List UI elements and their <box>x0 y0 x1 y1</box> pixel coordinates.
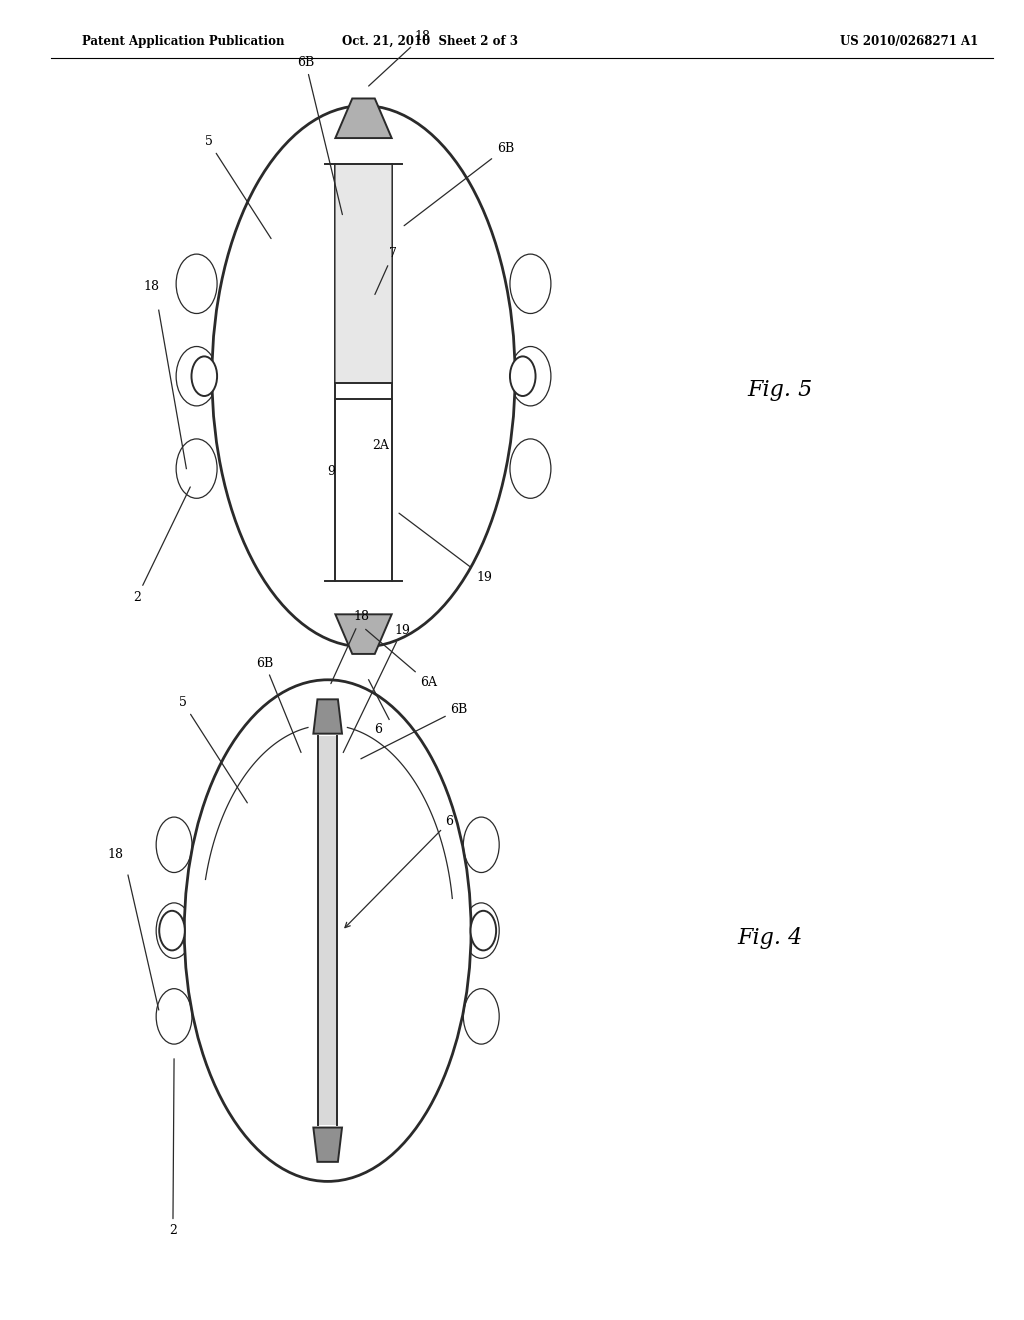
Text: 6B: 6B <box>297 55 342 215</box>
Text: 2: 2 <box>169 1059 177 1237</box>
Text: 6B: 6B <box>256 656 301 752</box>
Ellipse shape <box>463 903 500 958</box>
Text: 6: 6 <box>345 814 454 928</box>
Ellipse shape <box>176 438 217 499</box>
Ellipse shape <box>156 817 193 873</box>
Ellipse shape <box>510 438 551 499</box>
Ellipse shape <box>176 346 217 407</box>
Ellipse shape <box>184 680 471 1181</box>
Text: 2: 2 <box>133 487 190 603</box>
Text: Patent Application Publication: Patent Application Publication <box>82 34 285 48</box>
Ellipse shape <box>191 356 217 396</box>
Ellipse shape <box>212 106 515 647</box>
Ellipse shape <box>156 989 193 1044</box>
Text: 19: 19 <box>343 623 411 752</box>
Polygon shape <box>335 165 391 383</box>
Text: Oct. 21, 2010  Sheet 2 of 3: Oct. 21, 2010 Sheet 2 of 3 <box>342 34 518 48</box>
Text: 6B: 6B <box>404 141 514 226</box>
Text: 2A: 2A <box>372 438 388 451</box>
Ellipse shape <box>510 346 551 407</box>
Text: US 2010/0268271 A1: US 2010/0268271 A1 <box>840 34 978 48</box>
Text: 18: 18 <box>143 280 160 293</box>
Text: 7: 7 <box>375 247 397 294</box>
Ellipse shape <box>471 911 497 950</box>
Text: 5: 5 <box>205 135 271 239</box>
Text: 6B: 6B <box>360 702 468 759</box>
Text: 18: 18 <box>108 847 124 861</box>
Ellipse shape <box>176 255 217 314</box>
Ellipse shape <box>463 817 500 873</box>
Ellipse shape <box>463 989 500 1044</box>
Text: 5: 5 <box>179 696 248 803</box>
Ellipse shape <box>159 911 184 950</box>
Text: 18: 18 <box>331 610 370 684</box>
Text: 6: 6 <box>374 722 382 735</box>
Text: 19: 19 <box>399 513 493 583</box>
Polygon shape <box>335 99 391 139</box>
Text: 18: 18 <box>369 29 431 86</box>
Text: Fig. 5: Fig. 5 <box>748 379 813 401</box>
Text: 6A: 6A <box>366 630 437 689</box>
Ellipse shape <box>510 356 536 396</box>
Text: Fig. 4: Fig. 4 <box>737 927 803 949</box>
Text: 9: 9 <box>328 465 336 478</box>
Polygon shape <box>335 614 391 653</box>
Polygon shape <box>313 700 342 734</box>
Polygon shape <box>318 737 337 1125</box>
Ellipse shape <box>156 903 193 958</box>
Ellipse shape <box>510 255 551 314</box>
Polygon shape <box>313 1127 342 1162</box>
